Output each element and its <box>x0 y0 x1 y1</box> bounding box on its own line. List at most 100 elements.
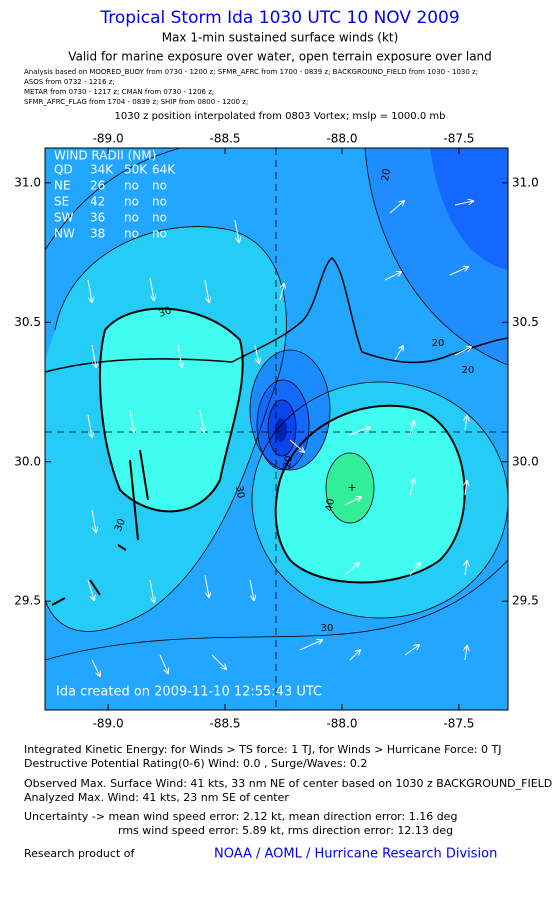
wind-arrow <box>91 344 96 367</box>
wind-radii-cell: 38 <box>90 227 105 241</box>
y-tick-label: 30.0 <box>512 454 539 468</box>
wind-arrow <box>349 427 370 436</box>
wind-arrow <box>349 650 360 661</box>
wind-arrow <box>454 347 471 356</box>
contour-label: 20 <box>432 338 445 349</box>
wind-field: + <box>45 148 508 710</box>
contour-label: 20 <box>462 365 475 376</box>
contour-label: 30 <box>157 305 173 320</box>
y-tick-label: 31.0 <box>14 175 41 189</box>
source-line: SFMR_AFRC_FLAG from 1704 - 0839 z; SHIP … <box>24 98 248 106</box>
wind-arrow <box>404 645 419 656</box>
wind-arrow <box>177 344 182 367</box>
x-tick-label: -88.5 <box>210 132 241 146</box>
wind-radii-title: WIND RADII (NM) <box>54 149 156 163</box>
subtitle: Max 1-min sustained surface winds (kt) <box>162 31 399 45</box>
wind-arrow <box>234 219 239 242</box>
contour-label: 30 <box>113 517 128 533</box>
y-tick-label: 30.0 <box>14 454 41 468</box>
wind-radii-column: 50K <box>124 163 148 177</box>
footer-line: Destructive Potential Rating(0-6) Wind: … <box>24 757 367 770</box>
position-note: 1030 z position interpolated from 0803 V… <box>115 111 446 122</box>
organization: NOAA / AOML / Hurricane Research Divisio… <box>214 847 497 862</box>
wind-radii-column: 64K <box>152 163 176 177</box>
credit: Research product of <box>24 847 135 860</box>
wind-arrow <box>449 267 468 276</box>
wind-arrow <box>87 579 94 600</box>
wind-arrow <box>465 416 467 431</box>
wind-arrow <box>289 439 304 452</box>
contour-label: 40 <box>324 498 337 512</box>
wind-arrow <box>254 344 259 363</box>
wind-radii-column: QD <box>54 163 73 177</box>
footer-line: rms wind speed error: 5.89 kt, rms direc… <box>118 824 453 837</box>
footer-line: Observed Max. Surface Wind: 41 kts, 33 n… <box>24 777 552 790</box>
wind-arrow <box>159 654 168 673</box>
wind-radii-cell: no <box>152 211 167 225</box>
contour-label: 30 <box>321 623 334 634</box>
footer-line: Uncertainty -> mean wind speed error: 2.… <box>24 810 457 823</box>
wind-radii-cell: SE <box>54 195 69 209</box>
wind-arrow <box>129 409 134 432</box>
wind-arrow <box>344 563 359 576</box>
wind-arrow <box>211 654 226 669</box>
timestamp: Ida created on 2009-11-10 12:55:43 UTC <box>56 685 322 700</box>
wind-radii-cell: 36 <box>90 211 105 225</box>
wind-arrow <box>204 279 209 302</box>
wind-radii-column: 34K <box>90 163 114 177</box>
x-tick-label: -88.5 <box>210 717 241 731</box>
wind-arrow <box>149 277 154 300</box>
wind-radii-cell: 42 <box>90 195 105 209</box>
contour-label: 20 <box>282 455 295 469</box>
footer-line: Integrated Kinetic Energy: for Winds > T… <box>24 743 502 756</box>
wind-radii-cell: no <box>152 227 167 241</box>
wind-radii-cell: NE <box>54 179 71 193</box>
wind-radii-cell: SW <box>54 211 74 225</box>
footer-line: Analyzed Max. Wind: 41 kts, 23 nm SE of … <box>24 791 289 804</box>
wind-arrow <box>279 284 284 301</box>
wind-radii-cell: no <box>124 211 139 225</box>
wind-arrow <box>249 579 254 600</box>
wind-radii-cell: no <box>124 179 139 193</box>
wind-arrow <box>204 574 209 597</box>
wind-arrow <box>384 272 401 281</box>
contour-label: 30 <box>233 485 246 499</box>
wind-radii-cell: NW <box>54 227 75 241</box>
wind-arrow <box>389 201 404 214</box>
x-tick-label: -87.5 <box>443 132 474 146</box>
y-tick-label: 30.5 <box>512 315 539 329</box>
wind-arrow <box>409 563 420 576</box>
wind-arrow <box>454 201 473 206</box>
x-tick-label: -88.0 <box>326 132 357 146</box>
y-tick-label: 29.5 <box>512 594 539 608</box>
wind-radii-cell: no <box>124 227 139 241</box>
wind-arrow <box>199 409 204 432</box>
wind-arrow <box>87 279 92 302</box>
wind-arrow <box>465 481 467 496</box>
wind-radii-cell: no <box>152 179 167 193</box>
wind-arrow <box>409 421 414 436</box>
wind-arrow <box>87 414 92 437</box>
wind-arrow <box>299 640 322 651</box>
source-line: ASOS from 0732 - 1216 z; <box>24 78 115 86</box>
wind-arrow <box>394 346 403 361</box>
wind-arrow <box>91 509 96 532</box>
validity: Valid for marine exposure over water, op… <box>68 50 492 64</box>
wind-radii-cell: no <box>152 195 167 209</box>
source-line: Analysis based on MOORED_BUOY from 0730 … <box>24 68 478 76</box>
wind-arrow <box>91 659 100 676</box>
x-tick-label: -88.0 <box>326 717 357 731</box>
y-tick-label: 30.5 <box>14 315 41 329</box>
x-tick-label: -89.0 <box>93 132 124 146</box>
wind-arrow <box>465 561 467 576</box>
map-frame <box>44 147 509 711</box>
contour-label: 20 <box>380 168 393 182</box>
x-tick-label: -89.0 <box>93 717 124 731</box>
wind-arrow <box>409 479 414 496</box>
svg-text:+: + <box>347 481 356 494</box>
wind-radii-cell: no <box>124 195 139 209</box>
wind-arrow <box>465 646 467 661</box>
x-tick-label: -87.5 <box>443 717 474 731</box>
wind-arrow <box>344 497 361 506</box>
